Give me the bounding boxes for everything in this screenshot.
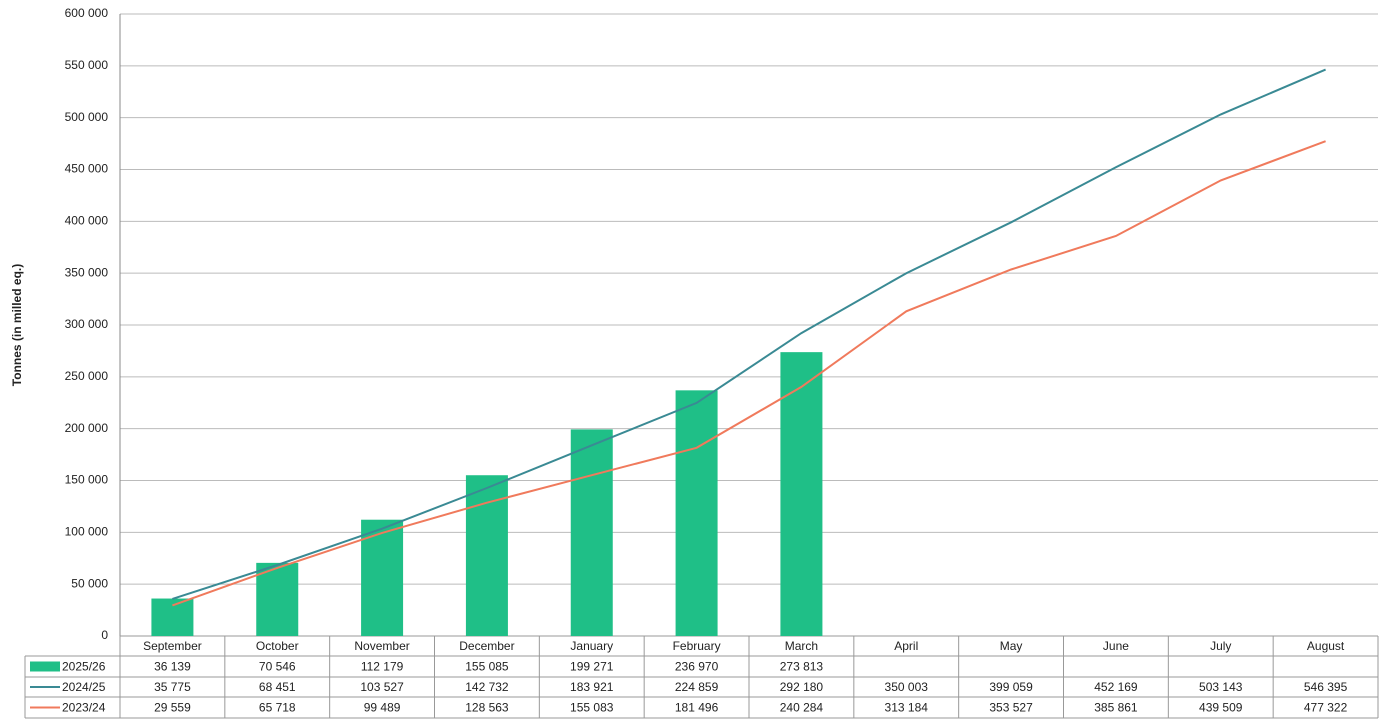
table-value: 477 322 [1304,701,1348,715]
y-axis-label: Tonnes (in milled eq.) [10,264,24,386]
x-tick-label: June [1103,639,1129,653]
table-value: 68 451 [259,680,296,694]
x-tick-label: January [570,639,613,653]
table-value: 503 143 [1199,680,1243,694]
line [172,140,1326,607]
table-value: 35 775 [154,680,191,694]
table-value: 353 527 [989,701,1033,715]
table-value: 36 139 [154,660,191,674]
table-value: 142 732 [465,680,509,694]
table-value: 103 527 [360,680,404,694]
legend-label: 2025/26 [62,660,106,674]
table-value: 65 718 [259,701,296,715]
table-value: 399 059 [989,680,1033,694]
table-value: 183 921 [570,680,614,694]
x-tick-label: November [354,639,409,653]
y-tick-label: 350 000 [65,265,109,279]
legend-swatch [30,661,60,672]
table-value: 546 395 [1304,680,1348,694]
table-value: 70 546 [259,660,296,674]
x-tick-label: July [1210,639,1231,653]
y-tick-label: 300 000 [65,317,109,331]
x-tick-label: April [894,639,918,653]
y-tick-label: 500 000 [65,110,109,124]
bar [256,562,299,636]
table-value: 128 563 [465,701,509,715]
table-value: 313 184 [885,701,929,715]
x-tick-label: December [459,639,514,653]
x-tick-label: March [785,639,818,653]
table-value: 99 489 [364,701,401,715]
legend-label: 2024/25 [62,680,106,694]
bar [151,598,194,636]
line [172,68,1326,600]
table-value: 240 284 [780,701,824,715]
bar [361,519,404,636]
table-value: 199 271 [570,660,614,674]
y-tick-label: 50 000 [71,576,108,590]
x-tick-label: October [256,639,299,653]
table-value: 155 083 [570,701,614,715]
table-value: 385 861 [1094,701,1138,715]
table-value: 181 496 [675,701,719,715]
x-tick-label: February [673,639,721,653]
y-tick-label: 250 000 [65,369,109,383]
table-value: 155 085 [465,660,509,674]
table-value: 29 559 [154,701,191,715]
y-tick-label: 150 000 [65,473,109,487]
table-value: 439 509 [1199,701,1243,715]
x-tick-label: May [1000,639,1023,653]
bar [780,352,823,636]
y-tick-label: 550 000 [65,58,109,72]
table-value: 350 003 [885,680,929,694]
table-value: 273 813 [780,660,824,674]
y-tick-label: 600 000 [65,6,109,20]
y-tick-label: 200 000 [65,421,109,435]
bar [570,429,613,636]
bar [675,390,718,636]
y-tick-label: 400 000 [65,214,109,228]
y-tick-label: 100 000 [65,525,109,539]
y-tick-label: 0 [101,628,108,642]
legend-label: 2023/24 [62,701,106,715]
table-value: 236 970 [675,660,719,674]
table-value: 452 169 [1094,680,1138,694]
x-tick-label: August [1307,639,1345,653]
x-tick-label: September [143,639,202,653]
y-tick-label: 450 000 [65,162,109,176]
table-value: 224 859 [675,680,719,694]
table-value: 112 179 [361,660,404,674]
table-value: 292 180 [780,680,824,694]
